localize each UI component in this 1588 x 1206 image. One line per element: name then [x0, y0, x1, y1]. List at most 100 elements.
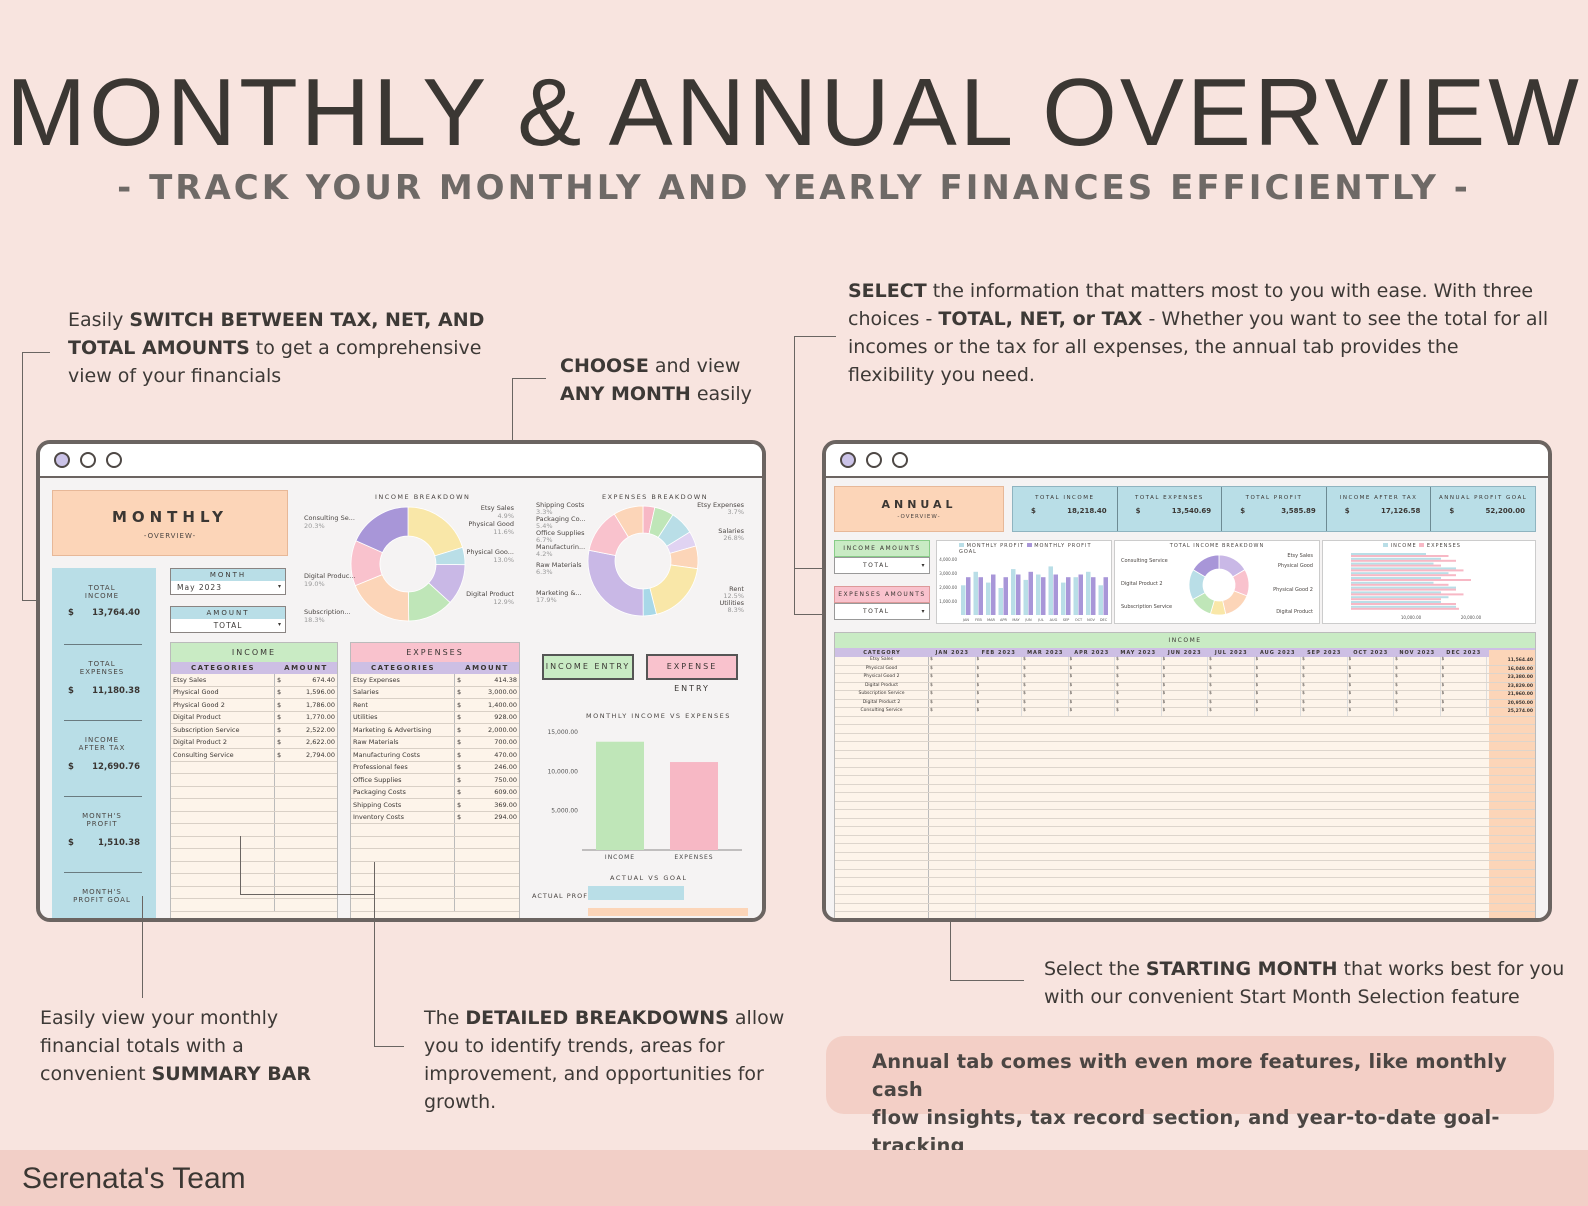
pie-label: Marketing &...	[536, 589, 582, 597]
summary-income-after-tax: INCOME AFTER TAX $12,690.76	[52, 736, 152, 772]
currency-symbol: $	[1441, 708, 1445, 713]
x-tick-label: MAY	[1012, 618, 1020, 622]
month-select[interactable]: MONTH May 2023 ▾	[170, 568, 286, 595]
summary-divider	[64, 796, 142, 797]
table-row-empty	[171, 874, 337, 887]
category-text: Office Supplies	[353, 775, 402, 784]
pie-label: Physical Good 2	[1273, 587, 1313, 593]
month-cell	[929, 776, 976, 784]
leader-line	[240, 894, 374, 895]
pie-labels-left: Consulting Service Digital Product 2 Sub…	[1121, 555, 1172, 614]
window-dot-icon[interactable]	[840, 452, 856, 468]
income-expenses-hbar-panel: INCOME EXPENSES 10,000.00 20,000.00	[1322, 540, 1536, 624]
amount-cell: $414.38	[455, 674, 519, 686]
category-cell	[835, 844, 929, 852]
category-cell	[351, 836, 455, 848]
monthly-title-box: MONTHLY -OVERVIEW-	[52, 490, 288, 556]
amount-select[interactable]: AMOUNT TOTAL ▾	[170, 606, 286, 633]
window-dot-icon[interactable]	[54, 452, 70, 468]
income-hbar	[1351, 567, 1456, 570]
category-cell: Etsy Expenses	[351, 674, 455, 686]
amount-cell: $700.00	[455, 737, 519, 749]
category-text: Raw Materials	[353, 738, 399, 747]
amount-text: 700.00	[494, 738, 517, 747]
category-cell	[835, 895, 929, 903]
annual-title-box: ANNUAL -OVERVIEW-	[834, 486, 1004, 532]
select-value[interactable]: TOTAL ▾	[834, 557, 930, 574]
month-cell	[929, 912, 976, 918]
x-tick-label: INCOME	[605, 854, 635, 861]
category-cell: Inventory Costs	[351, 811, 455, 823]
amount-select-value[interactable]: TOTAL ▾	[171, 619, 285, 632]
pie-pct: 5.4%	[536, 522, 553, 530]
pie-pct: 8.3%	[727, 606, 744, 614]
table-row-empty	[835, 759, 1535, 768]
currency-symbol: $	[277, 750, 282, 759]
expense-hbar	[1351, 583, 1449, 586]
x-tick-label: MAR	[987, 618, 995, 622]
currency-symbol: $	[930, 691, 933, 696]
chevron-down-icon[interactable]: ▾	[921, 562, 926, 569]
expenses-amounts-select[interactable]: EXPENSES AMOUNTS TOTAL ▾	[834, 586, 930, 620]
pie-label: Raw Materials	[536, 561, 582, 569]
legend-label: EXPENSES	[1426, 543, 1461, 549]
amount-text: 1,400.00	[488, 700, 517, 709]
y-tick-label: 3,000.00	[939, 571, 957, 576]
pie-label: Packaging Co...	[536, 515, 586, 523]
pie-pct: 3.7%	[727, 508, 744, 516]
month-cell	[929, 801, 976, 809]
month-cell: $	[1301, 691, 1348, 699]
currency-symbol: $	[1209, 708, 1212, 713]
callout-text: with our convenient Start Month Selectio…	[1044, 986, 1520, 1008]
table-row-empty	[835, 903, 1535, 912]
chevron-down-icon[interactable]: ▾	[921, 608, 926, 615]
pie-pct: 12.9%	[493, 598, 514, 606]
pie-pct: 13.0%	[493, 556, 514, 564]
window-dot-icon[interactable]	[106, 452, 122, 468]
table-row: Digital Product 2 $2,622.00	[171, 736, 337, 749]
income-label-etsy: Etsy Sales 4.9%	[480, 504, 514, 520]
month-cell	[929, 844, 976, 852]
legend-swatch	[959, 543, 964, 547]
window-dot-icon[interactable]	[892, 452, 908, 468]
window-dot-icon[interactable]	[80, 452, 96, 468]
pie-title: TOTAL INCOME BREAKDOWN	[1169, 543, 1265, 549]
pie-label: Digital Product	[466, 590, 514, 598]
income-amounts-select[interactable]: INCOME AMOUNTS TOTAL ▾	[834, 540, 930, 574]
month-cell: $	[1255, 699, 1301, 707]
month-cell: $	[1394, 657, 1441, 665]
callout-bold: CHOOSE	[560, 355, 649, 377]
table-row: Manufacturing Costs $470.00	[351, 749, 519, 762]
pie-label: Rent	[729, 585, 744, 593]
table-row-empty	[171, 824, 337, 837]
select-value[interactable]: TOTAL ▾	[834, 603, 930, 620]
month-select-value[interactable]: May 2023 ▾	[171, 581, 285, 594]
chevron-down-icon[interactable]: ▾	[277, 621, 282, 628]
category-cell	[171, 811, 275, 823]
expense-entry-button[interactable]: EXPENSE ENTRY	[646, 654, 738, 693]
table-row-empty	[835, 921, 1535, 923]
currency-symbol: $	[1395, 665, 1398, 671]
annual-metric: TOTAL INCOME $18,218.40	[1013, 487, 1118, 531]
table-row-empty	[351, 836, 519, 849]
x-tick-label: SEP	[1063, 618, 1070, 622]
leader-line	[22, 352, 23, 600]
currency-symbol: $	[1162, 682, 1166, 688]
amount-cell: $1,786.00	[275, 699, 337, 711]
table-row-empty	[835, 818, 1535, 827]
table-row: Physical Good $ $ $ $ $ $ $ $ $ $ $ $16,049.00	[835, 665, 1535, 674]
month-cell: $	[929, 682, 976, 690]
column-header: CATEGORY	[863, 649, 901, 656]
callout-bold: DETAILED BREAKDOWNS	[465, 1007, 729, 1029]
income-entry-button[interactable]: INCOME ENTRY	[542, 654, 634, 680]
callout-choose-month: CHOOSE and view ANY MONTH easily	[560, 352, 780, 408]
category-cell: Utilities	[351, 711, 455, 723]
pie-label-item: Raw Materials 6.3%	[536, 562, 586, 576]
summary-profit-goal: MONTH'S PROFIT GOAL	[52, 888, 152, 904]
window-dot-icon[interactable]	[866, 452, 882, 468]
table-row: Physical Good 2 $1,786.00	[171, 699, 337, 712]
profit-bar	[1036, 574, 1041, 615]
currency-symbol: $	[457, 725, 462, 734]
callout-text: and view	[648, 355, 741, 377]
chevron-down-icon[interactable]: ▾	[277, 583, 282, 590]
